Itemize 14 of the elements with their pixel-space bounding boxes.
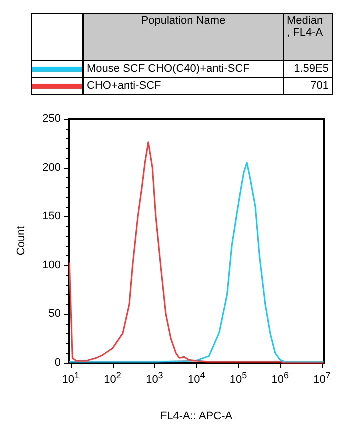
text: Median , FL4-A	[284, 14, 332, 60]
y-tick-label: 200	[42, 162, 61, 174]
y-tick-label: 150	[42, 210, 61, 223]
y-tick-label: 0	[54, 357, 61, 369]
y-tick-label: 250	[42, 113, 61, 125]
legend-label: CHO+anti-SCF	[83, 78, 284, 94]
y-tick-label: 50	[48, 308, 61, 320]
text: Population Name	[83, 14, 284, 60]
text: 701	[284, 78, 332, 94]
y-tick-label: 100	[42, 259, 61, 272]
x-axis-title: FL4-A:: APC-A	[160, 410, 234, 422]
legend-label: Mouse SCF CHO(C40)+anti-SCF	[83, 60, 284, 78]
text: 1.59E5	[284, 60, 332, 78]
y-axis-title: Count	[16, 226, 28, 256]
